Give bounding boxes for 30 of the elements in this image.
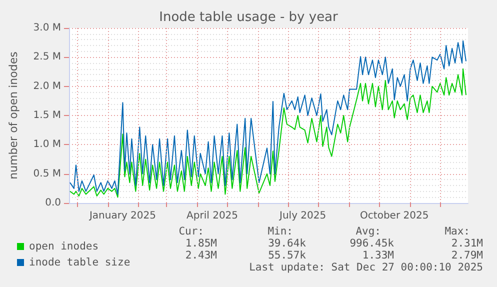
y-tick-label: 2.0 M [33, 80, 61, 92]
y-tick-label: 1.5 M [33, 110, 61, 121]
y-tick-label: 1.0 M [33, 139, 61, 150]
text: Cur: [178, 226, 204, 238]
text: 39.64k [268, 238, 307, 250]
chart-title: Inode table usage - by year [159, 10, 339, 25]
text: 55.57k [268, 250, 307, 262]
line-series [69, 68, 467, 198]
text: Max: [444, 226, 470, 238]
text: 996.45k [350, 238, 395, 250]
legend-label: inode table size [29, 256, 130, 268]
text: Avg: [356, 226, 381, 238]
y-tick-label: 3.0 M [33, 22, 61, 34]
text: 2.79M [451, 250, 483, 262]
y-tick-label: 2.5 M [33, 52, 61, 63]
text: Last update: Sat Dec 27 00:00:10 2025 [249, 262, 483, 274]
y-tick-label: 0.5 M [33, 168, 61, 180]
x-tick-label: April 2025 [186, 210, 238, 222]
legend-label: open inodes [29, 240, 99, 252]
x-tick-label: January 2025 [88, 210, 156, 222]
line-series [69, 40, 467, 195]
x-tick-label: July 2025 [278, 210, 326, 222]
text: 2.31M [451, 238, 483, 250]
text: Min: [268, 226, 293, 238]
text: 1.85M [185, 238, 217, 250]
text: 2.43M [185, 250, 217, 262]
y-tick-label: 0.0 [45, 198, 61, 208]
y-axis-title: number of open inodes [7, 51, 20, 180]
text: 1.33M [362, 250, 394, 262]
x-tick-label: October 2025 [360, 210, 429, 222]
